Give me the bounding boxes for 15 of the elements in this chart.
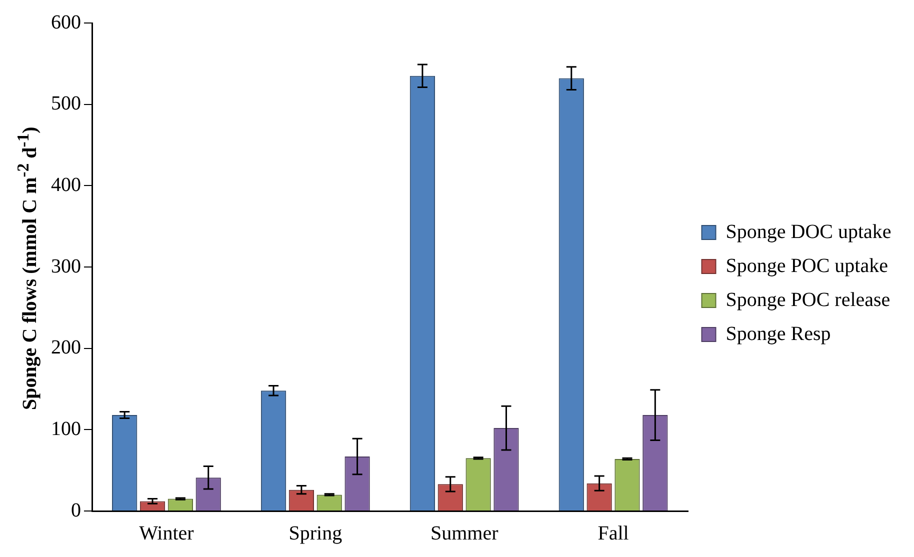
y-tick-label: 100 — [51, 418, 81, 440]
y-tick-label: 500 — [51, 92, 81, 115]
x-tick-label: Winter — [139, 522, 194, 544]
y-tick-label: 600 — [51, 11, 81, 34]
legend-label: Sponge POC uptake — [726, 254, 888, 277]
legend-label: Sponge DOC uptake — [726, 220, 892, 243]
legend-label: Sponge Resp — [726, 322, 831, 345]
x-tick-label: Summer — [430, 522, 499, 544]
y-tick-label: 300 — [51, 255, 81, 278]
legend-label: Sponge POC release — [726, 288, 890, 311]
y-tick-label: 400 — [51, 174, 81, 196]
y-tick-label: 0 — [71, 499, 81, 522]
y-tick-label: 200 — [51, 336, 81, 359]
x-tick-label: Fall — [598, 522, 630, 544]
x-tick-label: Spring — [288, 522, 342, 544]
